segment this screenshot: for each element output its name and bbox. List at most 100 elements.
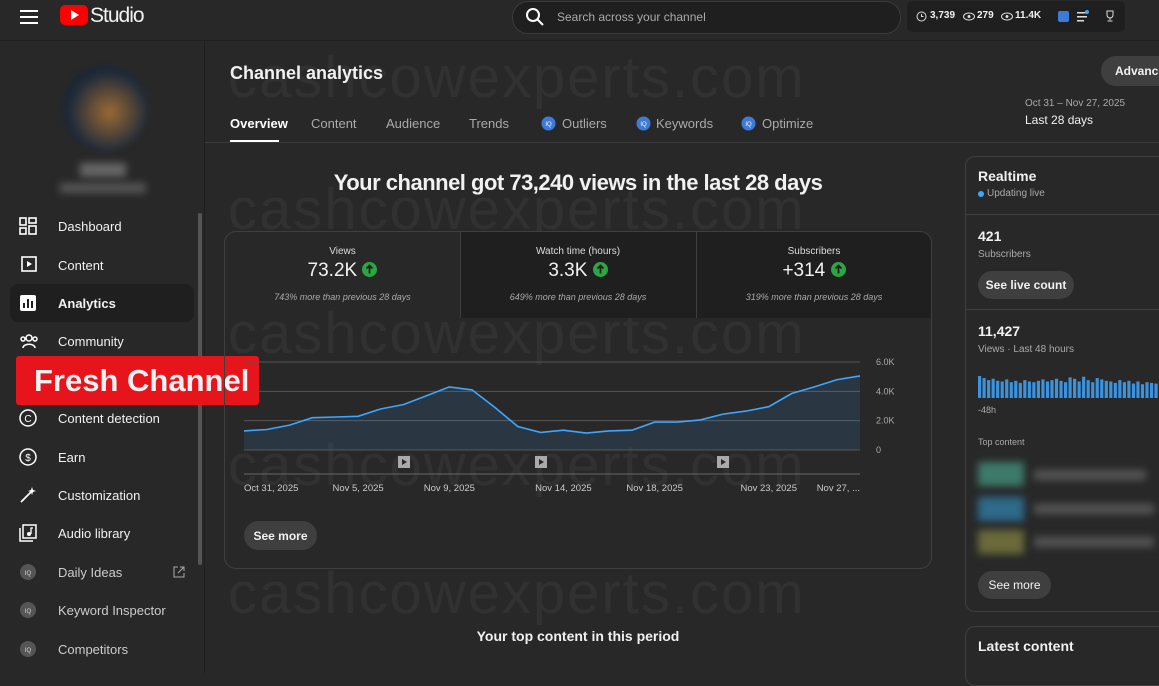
- section-title: Your top content in this period: [476, 628, 680, 644]
- svg-text:IQ: IQ: [545, 122, 552, 128]
- nav-label: Analytics: [58, 295, 116, 311]
- x-tick-label: Oct 31, 2025: [244, 483, 298, 494]
- search-icon[interactable]: [525, 7, 545, 27]
- nav-icon: $: [19, 448, 37, 466]
- nav-label: Audio library: [58, 525, 131, 541]
- nav-item[interactable]: IQ Daily Ideas: [10, 553, 194, 591]
- search-box[interactable]: [512, 1, 901, 34]
- logo-icon[interactable]: [60, 5, 88, 25]
- realtime-status: Updating live: [987, 188, 1045, 199]
- bar: [1041, 379, 1045, 398]
- subscriber-count: 421: [978, 228, 1002, 244]
- nav-icon: [19, 524, 37, 542]
- tab[interactable]: Overview: [230, 116, 288, 131]
- list-icon[interactable]: [1077, 10, 1089, 22]
- svg-text:IQ: IQ: [640, 122, 647, 128]
- nav-icon: [20, 295, 36, 311]
- realtime-title: Realtime: [978, 168, 1037, 184]
- bar: [996, 380, 1000, 398]
- nav-item[interactable]: $ Earn: [10, 438, 194, 476]
- metric-change: 743% more than previous 28 days: [274, 292, 411, 302]
- x-tick-label: Nov 5, 2025: [332, 483, 383, 494]
- channel-handle-blur: [60, 183, 146, 193]
- bar: [1145, 382, 1149, 398]
- bar: [1023, 380, 1027, 398]
- metric-label: Subscribers: [787, 246, 841, 257]
- trophy-icon[interactable]: [1104, 10, 1116, 22]
- stats-box: [907, 1, 1125, 32]
- period[interactable]: Last 28 days: [1025, 113, 1094, 127]
- advanced-button[interactable]: Advanced: [1101, 56, 1159, 86]
- overlay-badge: Fresh Channel: [16, 356, 259, 405]
- bar: [1136, 381, 1140, 398]
- bar: [1027, 381, 1031, 398]
- bar: [991, 378, 995, 398]
- metric-card[interactable]: Views 73.2K 743% more than previous 28 da…: [225, 232, 460, 318]
- bar: [987, 380, 991, 398]
- ext-icon[interactable]: [1058, 11, 1069, 22]
- nav-item[interactable]: Audio library: [10, 514, 194, 552]
- bar: [1045, 381, 1050, 398]
- svg-text:$: $: [25, 453, 31, 464]
- bar: [1104, 380, 1108, 398]
- bar: [1091, 382, 1095, 398]
- bar: [1018, 382, 1022, 398]
- metric-value: 73.2K: [307, 260, 358, 281]
- nav-item[interactable]: IQ Competitors: [10, 630, 194, 668]
- nav-label: Earn: [58, 449, 86, 465]
- nav-item[interactable]: Community: [10, 322, 194, 360]
- bar: [1050, 380, 1054, 398]
- metric-card[interactable]: Watch time (hours) 3.3K 649% more than pr…: [460, 232, 696, 318]
- tabs-divider: [205, 142, 1159, 143]
- nav-label: Competitors: [58, 641, 129, 657]
- subscriber-label: Subscribers: [978, 249, 1031, 260]
- nav-item[interactable]: C Content detection: [10, 399, 194, 437]
- nav-item[interactable]: IQ Keyword Inspector: [10, 591, 194, 629]
- svg-text:IQ: IQ: [25, 571, 32, 577]
- see-more-button[interactable]: See more: [978, 571, 1051, 599]
- button-label: See more: [988, 578, 1041, 592]
- search-placeholder: Search across your channel: [557, 10, 706, 24]
- button-label: Advanced: [1115, 64, 1159, 78]
- title-blur: [1034, 504, 1154, 514]
- video-markers: [398, 456, 729, 468]
- bar: [1054, 378, 1059, 398]
- views-label: Views · Last 48 hours: [978, 344, 1074, 355]
- tab[interactable]: Outliers: [562, 116, 607, 131]
- metric-card[interactable]: Subscribers +314 319% more than previous …: [696, 232, 932, 318]
- tab[interactable]: Optimize: [762, 116, 814, 131]
- eye-icon: [963, 12, 975, 21]
- x-tick-label: Nov 18, 2025: [626, 483, 683, 494]
- nav-label: Customization: [58, 487, 141, 503]
- title-blur: [1034, 537, 1154, 547]
- tab[interactable]: Content: [311, 116, 357, 131]
- live-count-button[interactable]: See live count: [978, 271, 1074, 299]
- stat-value: 11.4K: [1015, 10, 1042, 21]
- bar: [1068, 377, 1072, 398]
- headline: Your channel got 73,240 views in the las…: [333, 170, 823, 195]
- external-link-icon: [173, 566, 185, 578]
- nav-item[interactable]: Customization: [10, 476, 194, 514]
- date-range: Oct 31 – Nov 27, 2025: [1025, 98, 1126, 109]
- nav-item[interactable]: Dashboard: [10, 207, 194, 245]
- see-more-button[interactable]: See more: [244, 521, 317, 550]
- logo-text[interactable]: Studio: [90, 4, 145, 27]
- nav-item[interactable]: Content: [10, 246, 194, 284]
- menu-icon[interactable]: [20, 9, 40, 25]
- divider: [966, 214, 1159, 215]
- tab[interactable]: Keywords: [656, 116, 714, 131]
- bar: [1000, 381, 1004, 398]
- bar: [1149, 382, 1154, 398]
- metric-label: Views: [329, 246, 356, 257]
- thumbnail-blur: [978, 530, 1024, 554]
- svg-text:IQ: IQ: [25, 648, 32, 654]
- x-tick-label: Nov 14, 2025: [535, 483, 592, 494]
- nav-item-selected[interactable]: Analytics: [10, 284, 194, 322]
- nav-icon: [19, 217, 37, 235]
- bar: [1109, 381, 1113, 398]
- tab[interactable]: Audience: [386, 116, 441, 131]
- tab[interactable]: Trends: [469, 116, 509, 131]
- y-tick-label: 2.0K: [876, 416, 895, 426]
- channel-name-blur: [80, 163, 126, 177]
- nav-label: Community: [58, 333, 124, 349]
